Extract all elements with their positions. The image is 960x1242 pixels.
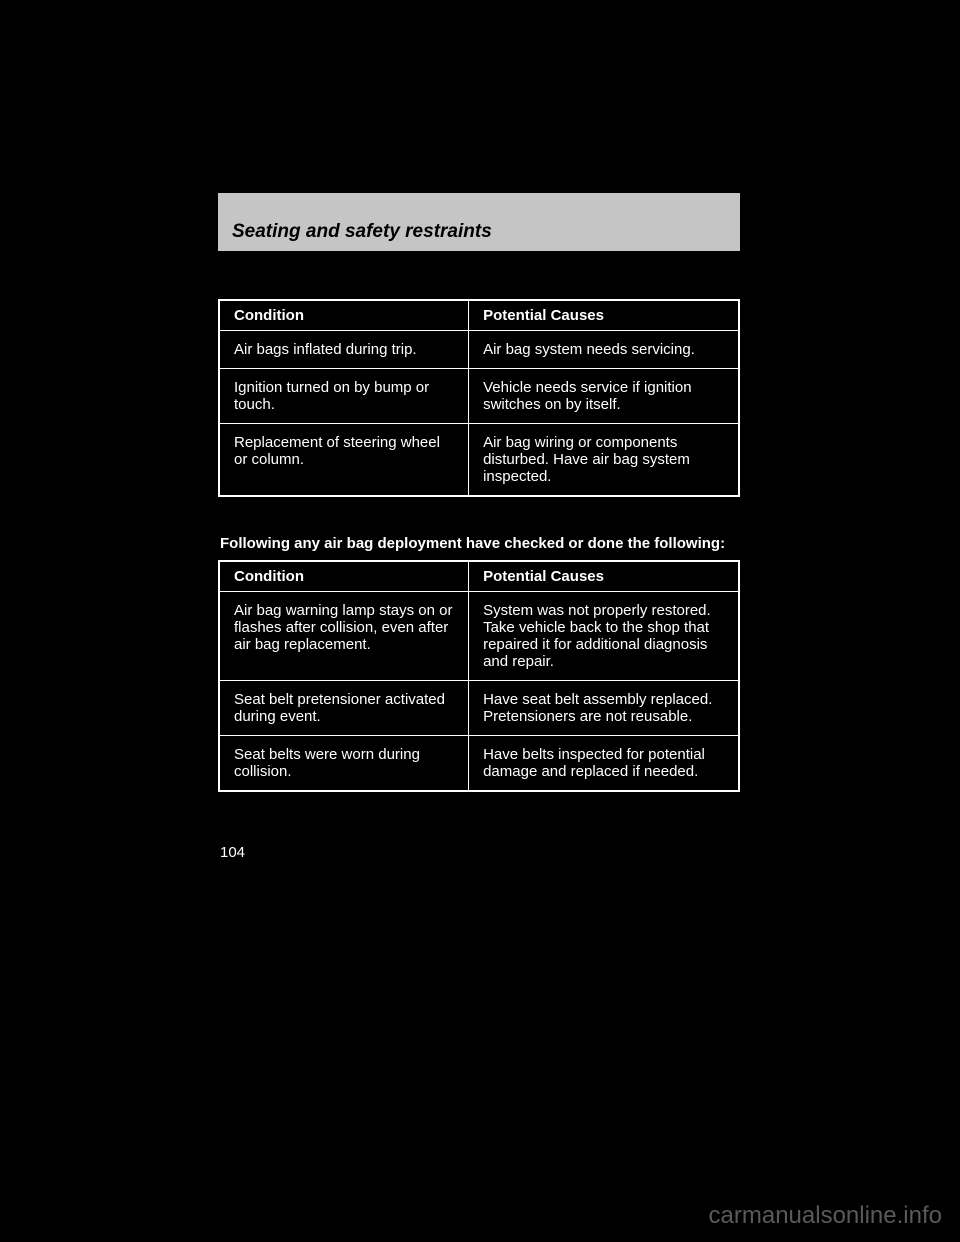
- table-cell: System was not properly restored. Take v…: [469, 592, 739, 681]
- table-cell: Seat belts were worn during collision.: [219, 736, 469, 792]
- table-row: Ignition turned on by bump or touch. Veh…: [219, 369, 739, 424]
- header-bar: Seating and safety restraints: [218, 193, 740, 251]
- content-area: Condition Potential Causes Air bags infl…: [218, 251, 740, 861]
- page-title: Seating and safety restraints: [232, 221, 492, 243]
- table-header-row: Condition Potential Causes: [219, 300, 739, 331]
- table-cell: Replacement of steering wheel or column.: [219, 424, 469, 497]
- table-conditions-1: Condition Potential Causes Air bags infl…: [218, 299, 740, 497]
- table-row: Replacement of steering wheel or column.…: [219, 424, 739, 497]
- page-number: 104: [218, 820, 740, 861]
- section-heading: Following any air bag deployment have ch…: [218, 525, 740, 560]
- table-cell: Air bag system needs servicing.: [469, 331, 739, 369]
- table-row: Seat belt pretensioner activated during …: [219, 681, 739, 736]
- table-row: Air bags inflated during trip. Air bag s…: [219, 331, 739, 369]
- table-cell: Have belts inspected for potential damag…: [469, 736, 739, 792]
- table-cell: Seat belt pretensioner activated during …: [219, 681, 469, 736]
- table-conditions-2: Condition Potential Causes Air bag warni…: [218, 560, 740, 792]
- table-header-row: Condition Potential Causes: [219, 561, 739, 592]
- table-cell: Air bags inflated during trip.: [219, 331, 469, 369]
- table-header-cell: Condition: [219, 300, 469, 331]
- table-cell: Vehicle needs service if ignition switch…: [469, 369, 739, 424]
- table-cell: Have seat belt assembly replaced. Preten…: [469, 681, 739, 736]
- table-header-cell: Condition: [219, 561, 469, 592]
- table-cell: Air bag warning lamp stays on or flashes…: [219, 592, 469, 681]
- table-header-cell: Potential Causes: [469, 300, 739, 331]
- table-header-cell: Potential Causes: [469, 561, 739, 592]
- table-cell: Air bag wiring or components disturbed. …: [469, 424, 739, 497]
- watermark: carmanualsonline.info: [709, 1202, 942, 1230]
- table-row: Seat belts were worn during collision. H…: [219, 736, 739, 792]
- table-row: Air bag warning lamp stays on or flashes…: [219, 592, 739, 681]
- table-cell: Ignition turned on by bump or touch.: [219, 369, 469, 424]
